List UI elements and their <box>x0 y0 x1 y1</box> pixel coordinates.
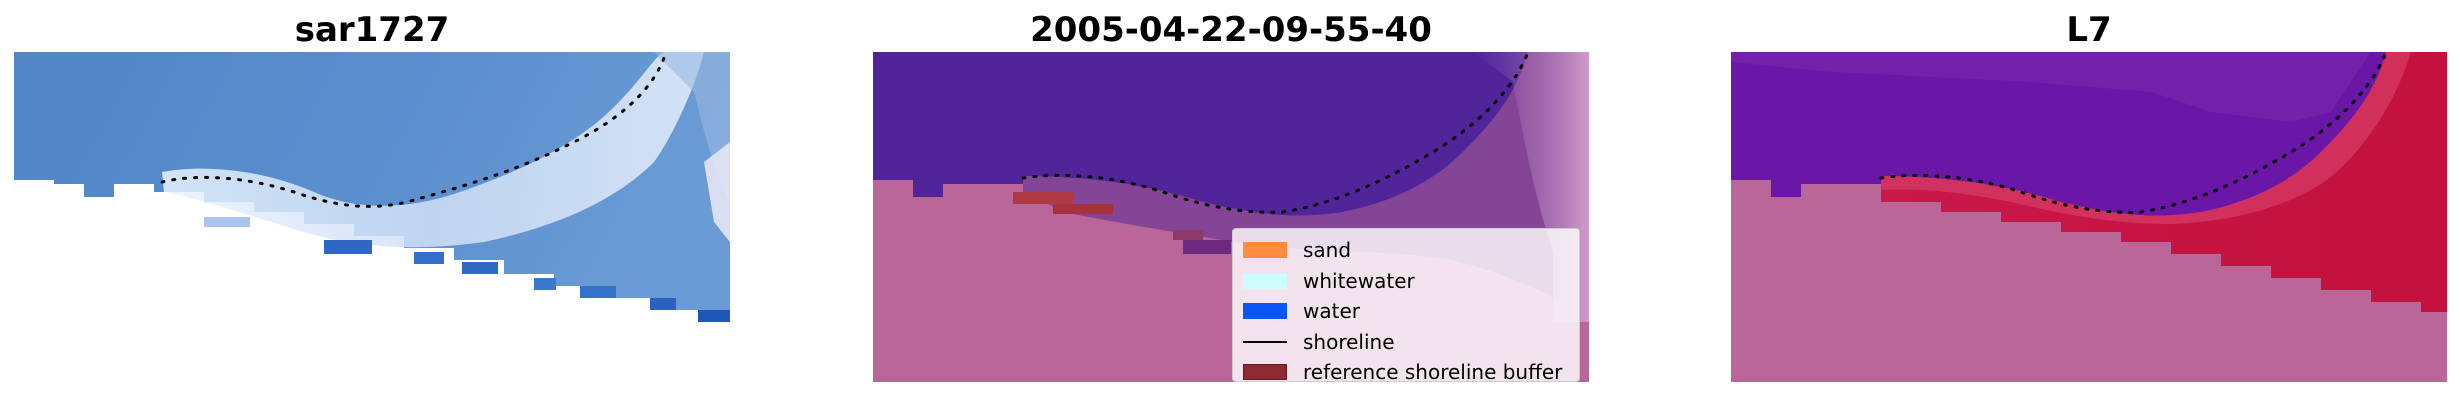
legend-swatch-sand <box>1243 242 1287 259</box>
legend-label: whitewater <box>1303 268 1415 293</box>
panel-title-classified: 2005-04-22-09-55-40 <box>1030 10 1432 50</box>
legend: sand whitewater water shoreline referenc… <box>1232 228 1580 384</box>
panel-title-rgb: sar1727 <box>294 10 450 50</box>
legend-swatch-reference-buffer <box>1243 364 1287 381</box>
legend-swatch-water <box>1243 303 1287 320</box>
legend-item-sand: sand <box>1243 235 1569 266</box>
legend-label: shoreline <box>1303 329 1395 354</box>
legend-item-reference-buffer: reference shoreline buffer <box>1243 357 1569 388</box>
legend-item-shoreline: shoreline <box>1243 327 1569 358</box>
legend-label: reference shoreline buffer <box>1303 360 1563 385</box>
legend-swatch-whitewater <box>1243 272 1287 289</box>
legend-line-shoreline <box>1243 340 1287 343</box>
legend-label: sand <box>1303 238 1352 263</box>
panel-title-index: L7 <box>2066 10 2112 50</box>
satellite-rgb-image <box>14 52 730 382</box>
legend-item-whitewater: whitewater <box>1243 266 1569 297</box>
water-index-image <box>1731 52 2447 382</box>
legend-item-water: water <box>1243 296 1569 327</box>
legend-label: water <box>1303 299 1360 324</box>
